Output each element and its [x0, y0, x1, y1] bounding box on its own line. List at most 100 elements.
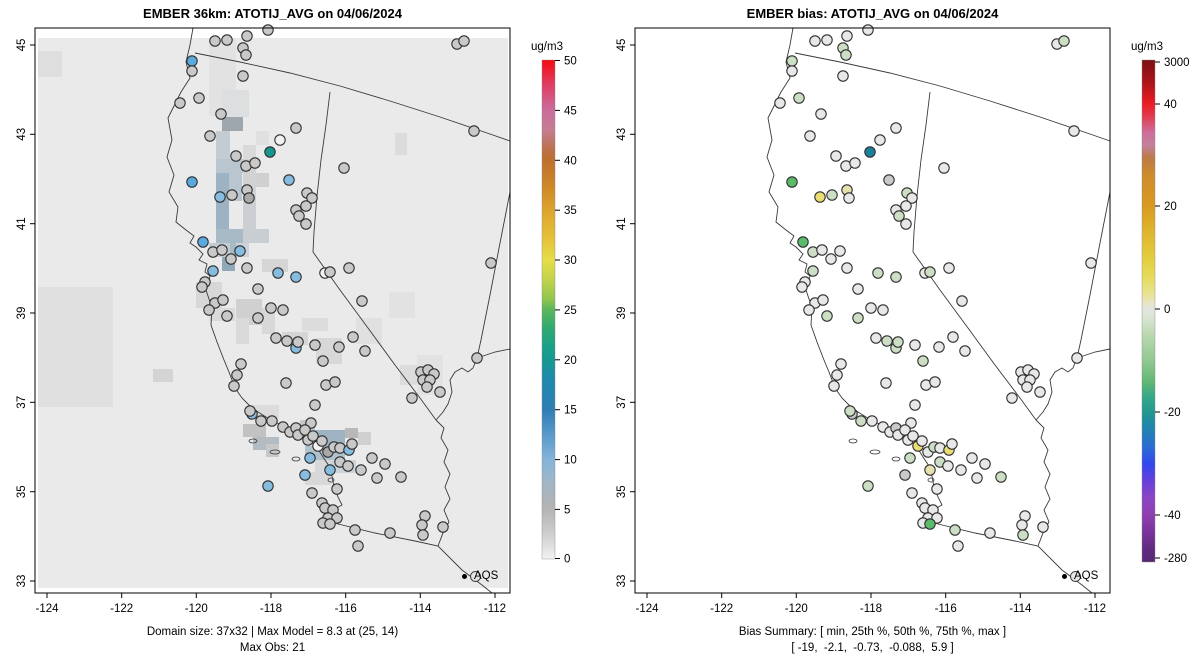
y-tick-label: 37	[16, 396, 28, 409]
obs-point	[174, 97, 186, 109]
x-tick-label: -114	[409, 603, 432, 615]
obs-point	[359, 345, 371, 357]
obs-point	[931, 483, 943, 495]
obs-point	[338, 162, 350, 174]
boundary-ut_az_37n	[476, 348, 511, 359]
x-tick-label: -122	[710, 603, 733, 615]
obs-point	[197, 236, 209, 248]
x-tick-label: -112	[1084, 603, 1106, 615]
boundary-coast	[166, 27, 343, 524]
obs-point	[355, 464, 367, 476]
obs-point	[841, 262, 853, 274]
y-tick-label: 33	[616, 575, 628, 588]
obs-point	[793, 92, 805, 104]
island-outline	[248, 438, 258, 444]
y-tick-label: 33	[16, 575, 28, 588]
obs-point	[1006, 392, 1018, 404]
obs-point	[215, 108, 227, 120]
obs-point	[203, 304, 215, 316]
obs-point	[834, 245, 846, 257]
obs-point	[774, 97, 786, 109]
obs-point	[252, 312, 264, 324]
obs-point	[807, 265, 819, 277]
obs-point	[241, 30, 253, 42]
boundary-ca_nv_diagonal	[912, 251, 1037, 421]
obs-point	[252, 283, 264, 295]
obs-point	[872, 267, 884, 279]
obs-point	[852, 312, 864, 324]
right-caption-line2: [ -19, -2.1, -0.73, -0.088, 5.9 ]	[791, 642, 954, 654]
colorbar-tick-label: 5	[564, 504, 570, 516]
obs-point	[221, 34, 233, 46]
obs-point	[924, 266, 936, 278]
obs-point	[485, 257, 497, 269]
aqs-circle-icon	[1070, 570, 1081, 582]
x-tick-label: -122	[110, 603, 133, 615]
y-tick-label: 43	[616, 128, 628, 141]
obs-point	[995, 471, 1007, 483]
obs-point	[280, 377, 292, 389]
colorbar-tick-label: 0	[1164, 304, 1170, 316]
obs-point	[826, 189, 838, 201]
obs-point	[214, 191, 226, 203]
boundary-nv_ut	[1076, 191, 1111, 359]
aqs-dot-icon	[1062, 573, 1067, 579]
obs-point	[786, 65, 798, 77]
obs-point	[1034, 386, 1046, 398]
obs-point	[803, 304, 815, 316]
obs-point	[228, 380, 240, 392]
obs-point	[274, 134, 286, 146]
obs-point	[933, 341, 945, 353]
obs-point	[804, 130, 816, 142]
obs-point	[938, 162, 950, 174]
obs-point	[809, 35, 821, 47]
island-outline	[891, 456, 901, 462]
obs-point	[862, 24, 874, 36]
aqs-label: AQS	[474, 570, 499, 582]
raster-cell	[395, 133, 407, 155]
obs-point	[416, 519, 428, 531]
obs-point	[1037, 521, 1049, 533]
obs-point	[235, 358, 247, 370]
obs-point	[343, 262, 355, 274]
obs-point	[890, 122, 902, 134]
obs-point	[837, 70, 849, 82]
y-tick-label: 41	[16, 217, 28, 230]
obs-point	[290, 122, 302, 134]
obs-point	[324, 266, 336, 278]
x-tick-label: -112	[484, 603, 506, 615]
obs-point	[862, 480, 874, 492]
obs-point	[831, 369, 843, 381]
y-tick-label: 39	[16, 307, 28, 320]
obs-point	[966, 452, 978, 464]
obs-point	[265, 302, 277, 314]
boundary-or_nv_42n	[194, 52, 511, 142]
colorbar-tick-label: 40	[1164, 99, 1177, 111]
obs-point	[825, 253, 837, 265]
obs-point	[841, 30, 853, 42]
obs-point	[942, 460, 954, 472]
raster-cell	[216, 131, 230, 159]
raster-cell	[236, 318, 249, 344]
boundary-coast	[766, 27, 943, 524]
obs-point	[907, 430, 919, 442]
left-caption-line2: Max Obs: 21	[239, 642, 306, 654]
obs-point	[262, 24, 274, 36]
obs-point	[899, 469, 911, 481]
obs-point	[892, 336, 904, 348]
obs-point	[216, 244, 228, 256]
x-tick-label: -120	[785, 603, 808, 615]
obs-point	[468, 125, 480, 137]
obs-point	[366, 452, 378, 464]
obs-point	[971, 472, 983, 484]
raster-cell	[262, 308, 275, 334]
obs-point	[316, 435, 328, 447]
left-map-title: EMBER 36km: ATOTIJ_AVG on 04/06/2024	[143, 6, 402, 21]
obs-point	[395, 471, 407, 483]
obs-point	[266, 415, 278, 427]
colorbar-tick-label: 45	[564, 105, 577, 117]
obs-point	[900, 218, 912, 230]
obs-point	[917, 355, 929, 367]
